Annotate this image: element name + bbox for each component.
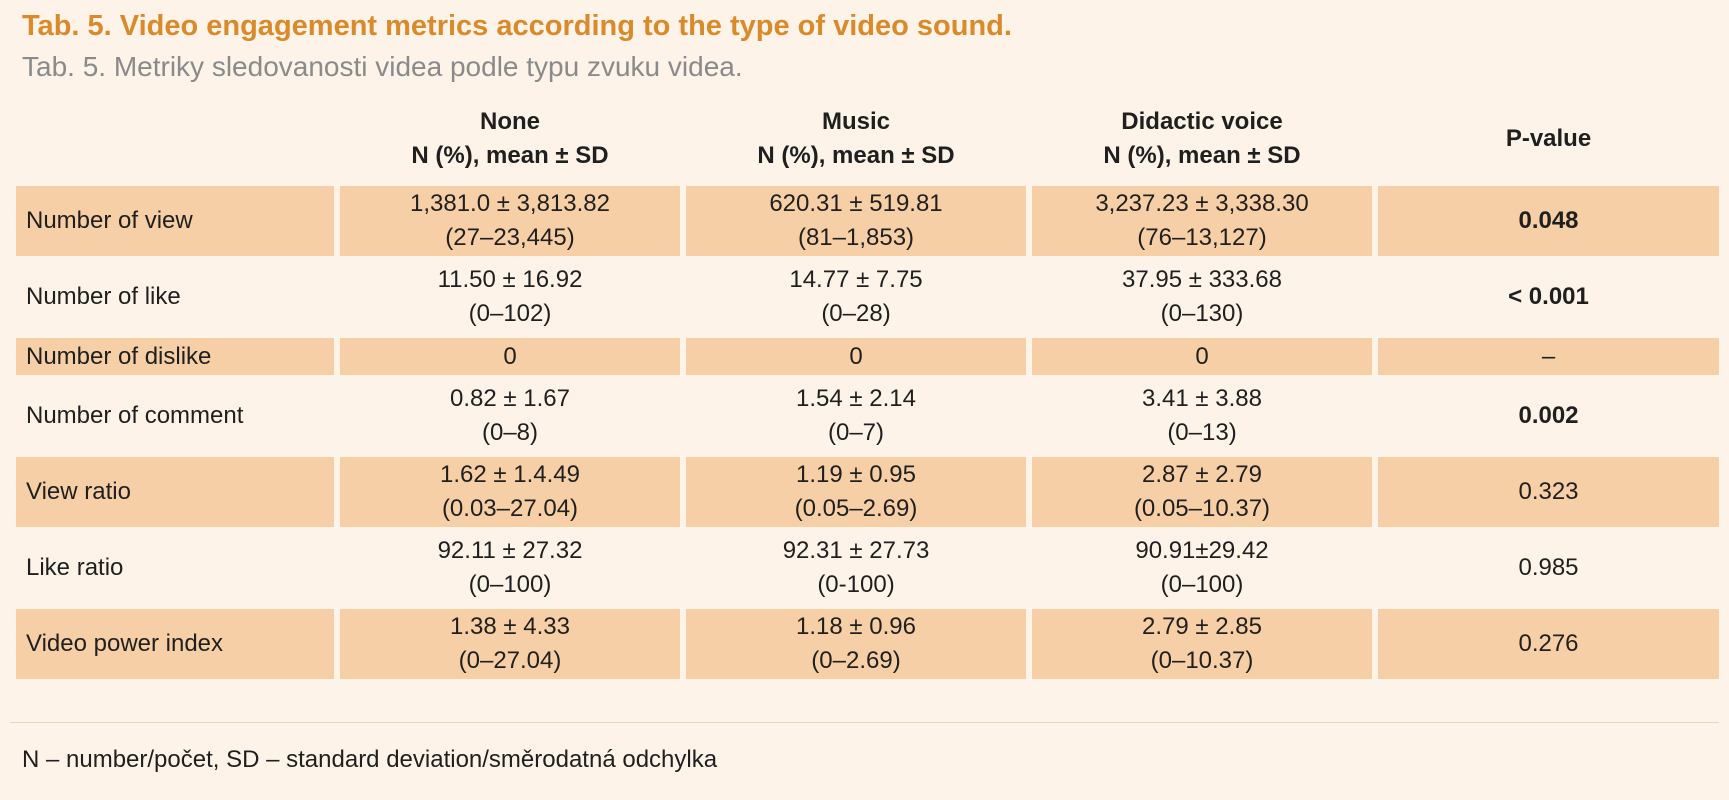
cell-range: (0–100) bbox=[468, 571, 552, 598]
cell-mean: 11.50 ± 16.92 bbox=[437, 266, 583, 293]
metrics-table: None N (%), mean ± SD Music N (%), mean … bbox=[10, 92, 1725, 685]
table-footnote: N – number/počet, SD – standard deviatio… bbox=[22, 746, 718, 773]
cell-range: (0.05–2.69) bbox=[794, 495, 918, 522]
cell-voice: 37.95 ± 333.68 (0–130) bbox=[1032, 262, 1372, 332]
cell-voice: 2.87 ± 2.79 (0.05–10.37) bbox=[1032, 457, 1372, 527]
cell-range: (0–100) bbox=[1160, 571, 1244, 598]
header-music: Music N (%), mean ± SD bbox=[686, 98, 1026, 180]
cell-mean: 90.91±29.42 bbox=[1135, 537, 1269, 564]
cell-none: 1,381.0 ± 3,813.82 (27–23,445) bbox=[340, 186, 680, 256]
cell-range: (0-100) bbox=[817, 571, 895, 598]
cell-range: (0–2.69) bbox=[811, 647, 901, 674]
cell-none: 1.38 ± 4.33 (0–27.04) bbox=[340, 609, 680, 679]
cell-none: 1.62 ± 1.4.49 (0.03–27.04) bbox=[340, 457, 680, 527]
cell-range: (27–23,445) bbox=[445, 224, 575, 251]
cell-range: (0–7) bbox=[827, 419, 885, 446]
cell-pvalue: 0.048 bbox=[1378, 186, 1719, 256]
cell-pvalue: – bbox=[1378, 338, 1719, 375]
row-label: View ratio bbox=[16, 457, 334, 527]
row-label: Like ratio bbox=[26, 554, 124, 581]
cell-none: 0 bbox=[340, 338, 680, 375]
cell-mean: 0.82 ± 1.67 bbox=[450, 385, 570, 412]
cell-music: 620.31 ± 519.81 (81–1,853) bbox=[686, 186, 1026, 256]
cell-voice: 90.91±29.42 (0–100) bbox=[1032, 533, 1372, 603]
cell-music: 1.18 ± 0.96 (0–2.69) bbox=[686, 609, 1026, 679]
table-subtitle: Tab. 5. Metriky sledovanosti videa podle… bbox=[22, 51, 743, 82]
cell-mean: 1.62 ± 1.4.49 bbox=[440, 461, 580, 488]
cell-range: (76–13,127) bbox=[1137, 224, 1267, 251]
cell-range: (0–13) bbox=[1167, 419, 1237, 446]
cell-mean: 1,381.0 ± 3,813.82 bbox=[409, 190, 610, 217]
cell-music: 1.54 ± 2.14 (0–7) bbox=[686, 381, 1026, 451]
cell-none: 0.82 ± 1.67 (0–8) bbox=[340, 381, 680, 451]
table-title: Tab. 5. Video engagement metrics accordi… bbox=[22, 10, 1012, 42]
cell-music: 0 bbox=[686, 338, 1026, 375]
cell-voice: 0 bbox=[1032, 338, 1372, 375]
cell-pvalue: 0.002 bbox=[1518, 402, 1579, 429]
cell-range: (0–28) bbox=[821, 300, 891, 327]
cell-range: (0–102) bbox=[468, 300, 552, 327]
cell-mean: 1.54 ± 2.14 bbox=[796, 385, 916, 412]
cell-range: (0–8) bbox=[481, 419, 539, 446]
cell-voice: 2.79 ± 2.85 (0–10.37) bbox=[1032, 609, 1372, 679]
table-row: Number of dislike 0 0 0 – bbox=[16, 338, 1719, 375]
header-none-sub: N (%), mean ± SD bbox=[411, 142, 609, 169]
cell-mean: 1.18 ± 0.96 bbox=[796, 613, 916, 640]
row-label: Number of dislike bbox=[16, 338, 334, 375]
cell-mean: 1.38 ± 4.33 bbox=[450, 613, 570, 640]
cell-mean: 14.77 ± 7.75 bbox=[789, 266, 923, 293]
cell-range: (0.05–10.37) bbox=[1133, 495, 1271, 522]
cell-pvalue: 0.323 bbox=[1378, 457, 1719, 527]
cell-range: (0–27.04) bbox=[458, 647, 562, 674]
table-row: Number of like 11.50 ± 16.92 (0–102) 14.7… bbox=[16, 262, 1719, 332]
row-label: Number of like bbox=[26, 283, 181, 310]
header-music-name: Music bbox=[821, 108, 890, 135]
header-none: None N (%), mean ± SD bbox=[340, 98, 680, 180]
cell-none: 11.50 ± 16.92 (0–102) bbox=[340, 262, 680, 332]
cell-range: (0–130) bbox=[1160, 300, 1244, 327]
cell-pvalue: 0.276 bbox=[1378, 609, 1719, 679]
table-row: Like ratio 92.11 ± 27.32 (0–100) 92.31 ± … bbox=[16, 533, 1719, 603]
cell-mean: 3.41 ± 3.88 bbox=[1142, 385, 1262, 412]
cell-voice: 3.41 ± 3.88 (0–13) bbox=[1032, 381, 1372, 451]
table-row: View ratio 1.62 ± 1.4.49 (0.03–27.04) 1.1… bbox=[16, 457, 1719, 527]
row-label: Video power index bbox=[16, 609, 334, 679]
cell-none: 92.11 ± 27.32 (0–100) bbox=[340, 533, 680, 603]
cell-mean: 2.87 ± 2.79 bbox=[1142, 461, 1262, 488]
header-row: None N (%), mean ± SD Music N (%), mean … bbox=[16, 98, 1719, 180]
row-label: Number of comment bbox=[26, 402, 244, 429]
header-pvalue-name: P-value bbox=[1505, 125, 1592, 152]
cell-range: (0.03–27.04) bbox=[441, 495, 579, 522]
cell-mean: 92.11 ± 27.32 bbox=[437, 537, 583, 564]
header-music-sub: N (%), mean ± SD bbox=[757, 142, 955, 169]
cell-mean: 620.31 ± 519.81 bbox=[769, 190, 943, 217]
header-none-name: None bbox=[480, 108, 540, 135]
header-voice: Didactic voice N (%), mean ± SD bbox=[1032, 98, 1372, 180]
cell-mean: 1.19 ± 0.95 bbox=[796, 461, 916, 488]
cell-pvalue: < 0.001 bbox=[1508, 283, 1589, 310]
cell-pvalue: 0.985 bbox=[1518, 554, 1579, 581]
cell-mean: 2.79 ± 2.85 bbox=[1142, 613, 1262, 640]
header-voice-name: Didactic voice bbox=[1121, 108, 1283, 135]
cell-range: (81–1,853) bbox=[797, 224, 915, 251]
cell-mean: 92.31 ± 27.73 bbox=[782, 537, 930, 564]
cell-range: (0–10.37) bbox=[1150, 647, 1254, 674]
table-row: Video power index 1.38 ± 4.33 (0–27.04) 1… bbox=[16, 609, 1719, 679]
footnote-divider bbox=[10, 722, 1719, 723]
cell-music: 1.19 ± 0.95 (0.05–2.69) bbox=[686, 457, 1026, 527]
cell-mean: 3,237.23 ± 3,338.30 bbox=[1095, 190, 1309, 217]
cell-music: 14.77 ± 7.75 (0–28) bbox=[686, 262, 1026, 332]
header-blank-cell bbox=[16, 98, 334, 180]
table-row: Number of view 1,381.0 ± 3,813.82 (27–23,… bbox=[16, 186, 1719, 256]
row-label: Number of view bbox=[16, 186, 334, 256]
cell-voice: 3,237.23 ± 3,338.30 (76–13,127) bbox=[1032, 186, 1372, 256]
table-row: Number of comment 0.82 ± 1.67 (0–8) 1.54 … bbox=[16, 381, 1719, 451]
header-pvalue: P-value bbox=[1378, 98, 1719, 180]
header-voice-sub: N (%), mean ± SD bbox=[1103, 142, 1301, 169]
cell-mean: 37.95 ± 333.68 bbox=[1122, 266, 1282, 293]
cell-music: 92.31 ± 27.73 (0-100) bbox=[686, 533, 1026, 603]
